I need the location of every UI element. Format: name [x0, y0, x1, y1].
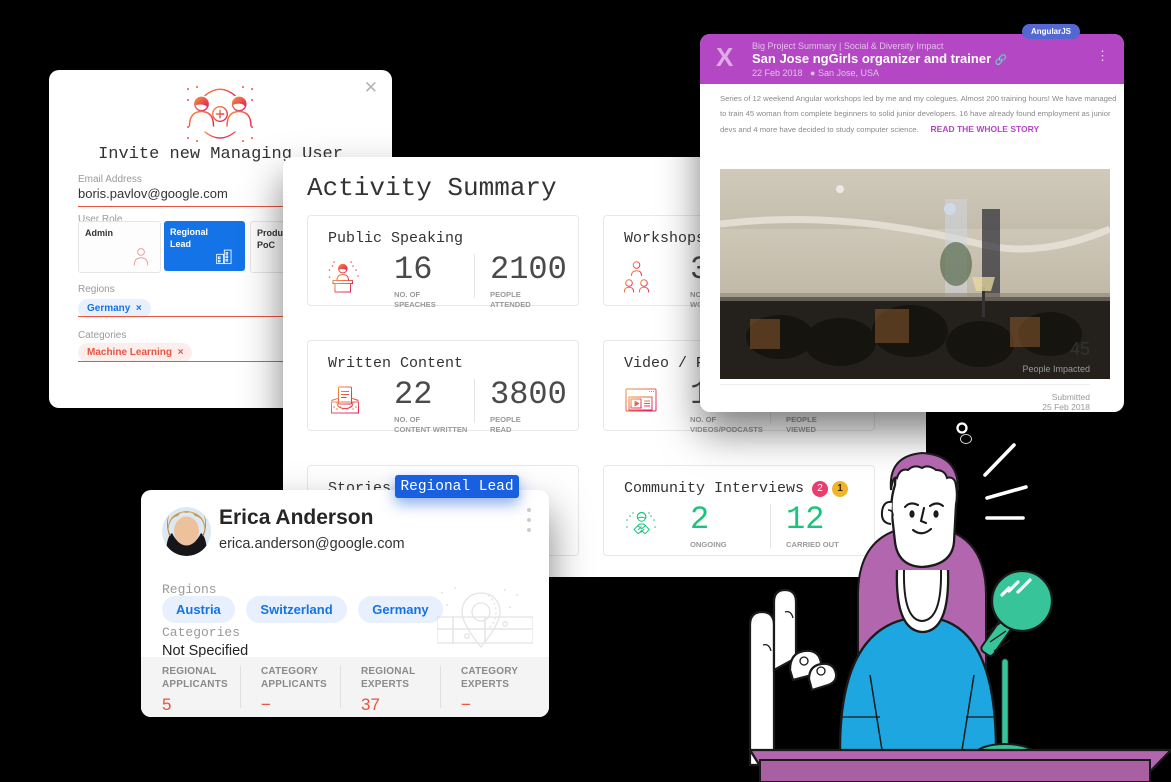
svg-text:X: X [716, 46, 734, 72]
